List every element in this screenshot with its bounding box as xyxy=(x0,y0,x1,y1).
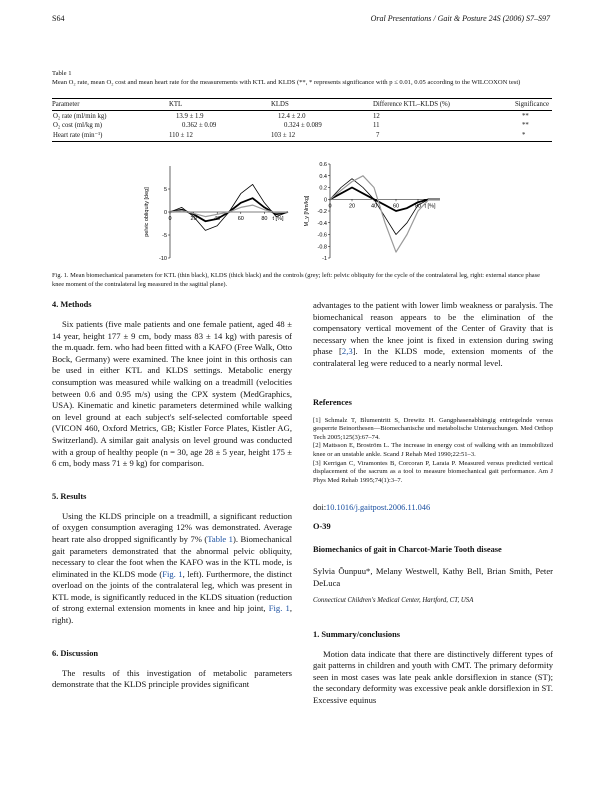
table-caption: Mean O₂ rate, mean O₂ cost and mean hear… xyxy=(52,79,521,86)
th-klds: KLDS xyxy=(271,101,289,108)
reference-item: [2] Mattsson E, Broström L. The increase… xyxy=(313,442,553,458)
reference-list: [1] Schmalz T, Blumentritt S, Drewitz H.… xyxy=(313,417,553,486)
table-cell: 0.324 ± 0.089 xyxy=(284,122,322,129)
reference-item: [3] Kerrigan C, Viramontes B, Corcoran P… xyxy=(313,459,553,484)
table-row: O₂ rate (ml/min kg) 13.9 ± 1.9 12.4 ± 2.… xyxy=(52,111,552,122)
series-line xyxy=(329,178,440,235)
x-tick-label: 0 xyxy=(328,203,331,209)
reference-item: [1] Schmalz T, Blumentritt S, Drewitz H.… xyxy=(313,416,553,441)
figure-1-link[interactable]: Fig. 1 xyxy=(162,568,183,579)
figure-1-link[interactable]: Fig. 1 xyxy=(268,603,290,614)
text-run: , right). xyxy=(52,603,292,626)
references-heading: References xyxy=(313,397,352,407)
running-header: Oral Presentations / Gait & Posture 24S … xyxy=(370,14,550,23)
authors: Sylvia Õunpuu*, Melany Westwell, Kathy B… xyxy=(313,566,553,588)
table-cell: 12.4 ± 2.0 xyxy=(278,112,306,120)
x-tick-label: 60 xyxy=(238,216,244,222)
x-axis-label: t [%] xyxy=(424,203,435,209)
table-1-link[interactable]: Table 1 xyxy=(207,533,233,544)
table-cell: 0.362 ± 0.09 xyxy=(182,122,217,129)
series-line xyxy=(329,186,440,212)
x-tick-label: 20 xyxy=(349,203,355,209)
x-tick-label: 80 xyxy=(261,216,267,222)
continued-paragraph: advantages to the patient with lower lim… xyxy=(313,300,553,370)
y-axis-label: M_y [Nm/kg] xyxy=(304,195,310,226)
summary-heading: 1. Summary/conclusions xyxy=(313,629,401,639)
left-column: 4. Methods Six patients (five male patie… xyxy=(52,300,292,691)
text-run: advantages to the patient with lower lim… xyxy=(313,300,553,357)
doi-link[interactable]: 10.1016/j.gaitpost.2006.11.046 xyxy=(326,503,431,513)
figure-caption: Fig. 1. Mean biomechanical parameters fo… xyxy=(52,272,540,288)
y-tick-label: 0.4 xyxy=(319,174,327,180)
x-tick-label: 0 xyxy=(168,216,171,222)
table-cell: Heart rate (min⁻¹) xyxy=(53,132,103,139)
page-number: S64 xyxy=(52,14,65,23)
doi-prefix: doi: xyxy=(313,503,327,513)
right-column: advantages to the patient with lower lim… xyxy=(313,300,553,706)
th-parameter: Parameter xyxy=(52,101,80,108)
x-tick-label: 80 xyxy=(415,203,421,209)
th-significance: Significance xyxy=(515,101,549,108)
table-row: Heart rate (min⁻¹) 110 ± 12 103 ± 12 7 * xyxy=(52,130,552,142)
affiliation: Connecticut Children's Medical Center, H… xyxy=(313,596,474,604)
y-tick-label: -5 xyxy=(162,233,167,239)
y-tick-label: 0.6 xyxy=(319,162,327,168)
y-tick-label: -10 xyxy=(159,256,167,262)
pelvic-obliquity-chart: 50-5-100 20 40 60 80 t [%]pelvic obliquity [d… xyxy=(144,166,289,262)
x-tick-label: 60 xyxy=(393,203,399,209)
doi-line: doi:10.1016/j.gaitpost.2006.11.046 xyxy=(313,503,553,512)
text-run: ). Biomechanical gait parameters demonst… xyxy=(52,533,292,579)
methods-heading: 4. Methods xyxy=(52,300,92,309)
table-cell: * xyxy=(522,132,526,139)
y-tick-label: 0.2 xyxy=(319,186,327,192)
abstract-id: O-39 xyxy=(313,522,331,532)
y-tick-label: -1 xyxy=(322,256,327,262)
table-label: Table 1 xyxy=(52,70,72,77)
knee-moment-chart: 0.60.40.20-0.2-0.4-0.6-0.8-10 20 40 60 80 t [… xyxy=(304,162,440,262)
th-difference: Difference KTL–KLDS (%) xyxy=(373,101,450,108)
methods-paragraph: Six patients (five male patients and one… xyxy=(52,319,292,469)
series-line xyxy=(169,204,289,218)
y-axis-label: pelvic obliquity [deg] xyxy=(144,187,150,237)
table-cell: ** xyxy=(522,122,529,129)
y-tick-label: -0.8 xyxy=(318,244,327,250)
table-cell: 13.9 ± 1.9 xyxy=(176,112,204,120)
y-tick-label: -0.2 xyxy=(318,209,327,215)
text-run: Using the KLDS principle on a treadmill,… xyxy=(52,510,292,544)
results-paragraph: Using the KLDS principle on a treadmill,… xyxy=(52,511,292,627)
data-table: Parameter KTL KLDS Difference KTL–KLDS (… xyxy=(52,98,552,142)
table-cell: 110 ± 12 xyxy=(169,132,193,139)
discussion-paragraph: The results of this investigation of met… xyxy=(52,667,292,690)
series-line xyxy=(169,183,289,231)
results-heading: 5. Results xyxy=(52,491,87,501)
table-cell: ** xyxy=(522,112,529,120)
summary-paragraph: Motion data indicate that there are dist… xyxy=(313,648,553,705)
table-cell: 103 ± 12 xyxy=(271,132,296,139)
y-tick-label: 0 xyxy=(324,197,327,203)
y-tick-label: -0.6 xyxy=(318,233,327,239)
table-cell: O₂ cost (ml/kg m) xyxy=(53,122,102,129)
abstract-title: Biomechanics of gait in Charcot-Marie To… xyxy=(313,545,502,555)
x-axis-label: t [%] xyxy=(272,216,283,222)
table-cell: 11 xyxy=(373,122,380,129)
discussion-heading: 6. Discussion xyxy=(52,648,99,658)
x-tick-label: 40 xyxy=(371,203,377,209)
x-tick-label: 20 xyxy=(191,216,197,222)
th-ktl: KTL xyxy=(169,101,183,108)
table-cell: O₂ rate (ml/min kg) xyxy=(53,113,107,120)
reference-link[interactable]: 2,3 xyxy=(341,346,353,357)
table-grid: Parameter KTL KLDS Difference KTL–KLDS (… xyxy=(52,98,552,142)
text-run: , left). Furthermore, the distinct overl… xyxy=(52,568,292,614)
y-tick-label: 0 xyxy=(164,210,167,216)
table-cell: 7 xyxy=(376,132,380,139)
y-tick-label: -0.4 xyxy=(318,221,327,227)
table-row: O₂ cost (ml/kg m) 0.362 ± 0.09 0.324 ± 0… xyxy=(52,121,552,130)
y-tick-label: 5 xyxy=(164,187,167,193)
series-line xyxy=(329,175,440,253)
text-run: ]. In the KLDS mode, extension moments o… xyxy=(313,346,554,368)
table-cell: 12 xyxy=(373,112,380,120)
